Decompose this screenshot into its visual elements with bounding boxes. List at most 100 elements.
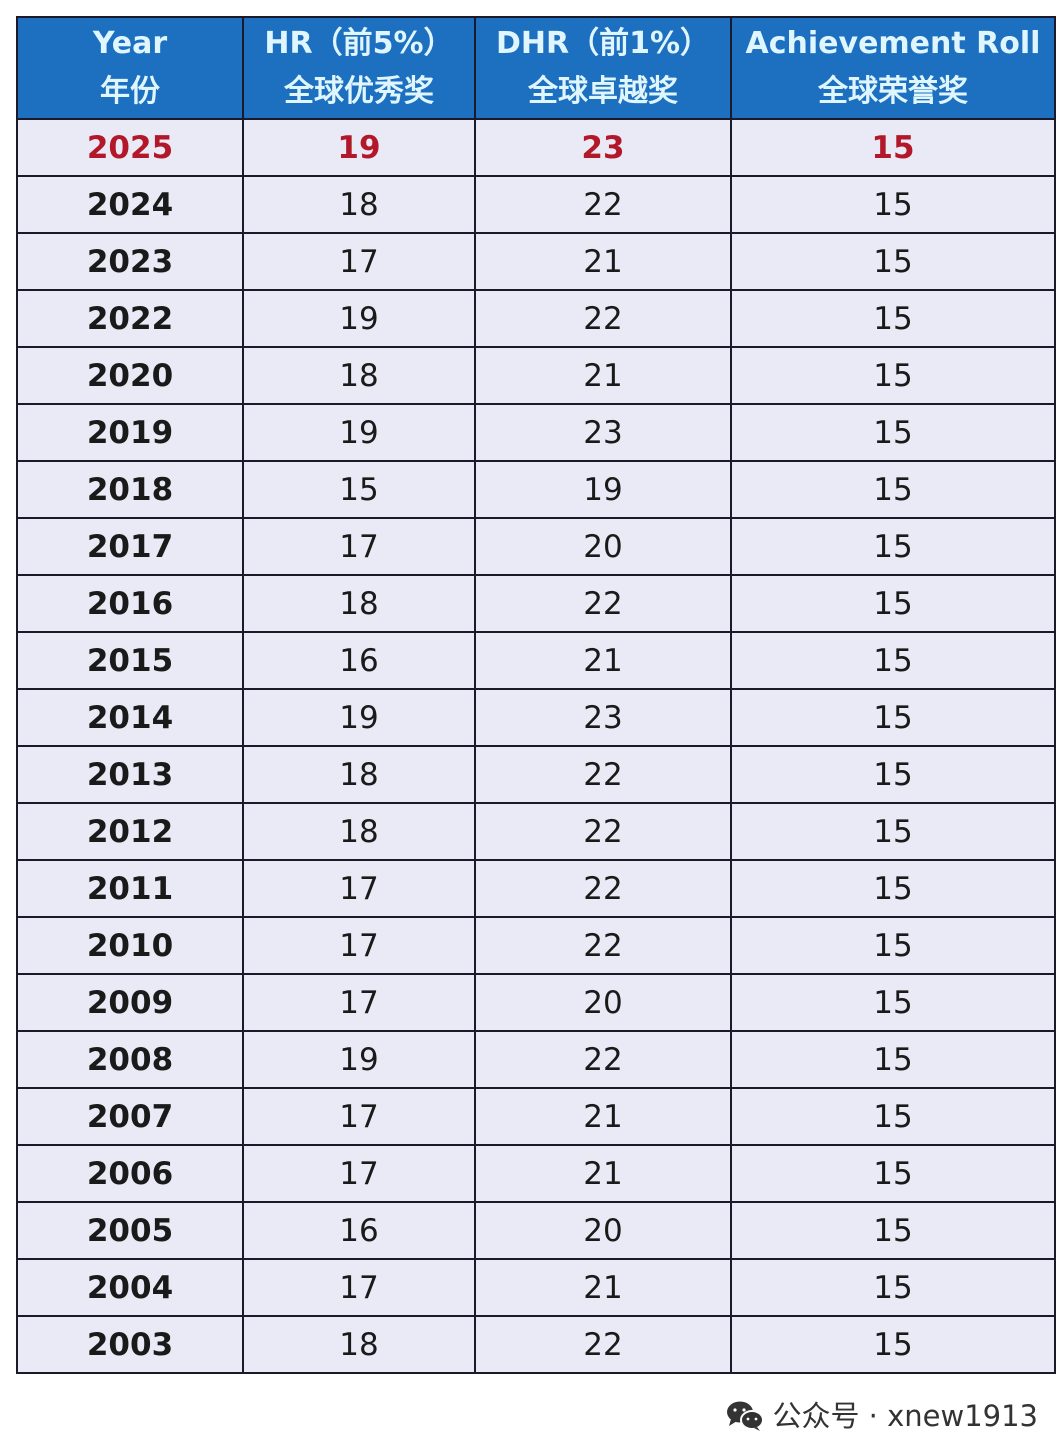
watermark-text: 公众号 · xnew1913 <box>772 1399 1038 1433</box>
cell-hr: 17 <box>242 232 476 291</box>
cell-year: 2020 <box>16 346 244 405</box>
table-row: 2012 18 22 15 <box>16 802 1056 861</box>
cell-dhr: 21 <box>474 631 732 690</box>
cell-dhr: 23 <box>474 403 732 462</box>
cell-achievement: 15 <box>730 631 1056 690</box>
cell-dhr: 20 <box>474 1201 732 1260</box>
cell-hr: 19 <box>242 688 476 747</box>
cell-hr: 17 <box>242 517 476 576</box>
awards-table: Year 年份 HR（前5%） 全球优秀奖 DHR（前1%） 全球卓越奖 Achiev… <box>16 16 1056 1374</box>
cell-achievement: 15 <box>730 517 1056 576</box>
table-row: 2006 17 21 15 <box>16 1144 1056 1203</box>
cell-year: 2008 <box>16 1030 244 1089</box>
cell-year: 2022 <box>16 289 244 348</box>
cell-year: 2007 <box>16 1087 244 1146</box>
cell-year: 2006 <box>16 1144 244 1203</box>
cell-year: 2023 <box>16 232 244 291</box>
cell-dhr: 21 <box>474 1258 732 1317</box>
cell-dhr: 22 <box>474 289 732 348</box>
table-row: 2003 18 22 15 <box>16 1315 1056 1374</box>
cell-achievement: 15 <box>730 118 1056 177</box>
cell-achievement: 15 <box>730 232 1056 291</box>
cell-year: 2018 <box>16 460 244 519</box>
cell-dhr: 22 <box>474 916 732 975</box>
cell-year: 2012 <box>16 802 244 861</box>
table-row: 2007 17 21 15 <box>16 1087 1056 1146</box>
table-row: 2009 17 20 15 <box>16 973 1056 1032</box>
cell-achievement: 15 <box>730 346 1056 405</box>
cell-year: 2005 <box>16 1201 244 1260</box>
cell-dhr: 22 <box>474 175 732 234</box>
cell-hr: 15 <box>242 460 476 519</box>
cell-hr: 17 <box>242 973 476 1032</box>
cell-hr: 19 <box>242 1030 476 1089</box>
cell-dhr: 20 <box>474 973 732 1032</box>
cell-dhr: 22 <box>474 574 732 633</box>
cell-dhr: 22 <box>474 859 732 918</box>
header-hr: HR（前5%） 全球优秀奖 <box>242 16 476 120</box>
header-achievement: Achievement Roll 全球荣誉奖 <box>730 16 1056 120</box>
header-row: Year 年份 HR（前5%） 全球优秀奖 DHR（前1%） 全球卓越奖 Achiev… <box>16 16 1056 120</box>
cell-year: 2016 <box>16 574 244 633</box>
cell-year: 2009 <box>16 973 244 1032</box>
cell-hr: 17 <box>242 1258 476 1317</box>
table-row: 2010 17 22 15 <box>16 916 1056 975</box>
cell-achievement: 15 <box>730 802 1056 861</box>
cell-hr: 18 <box>242 574 476 633</box>
table-row: 2005 16 20 15 <box>16 1201 1056 1260</box>
cell-hr: 17 <box>242 859 476 918</box>
cell-year: 2025 <box>16 118 244 177</box>
cell-hr: 18 <box>242 346 476 405</box>
cell-hr: 18 <box>242 745 476 804</box>
cell-achievement: 15 <box>730 460 1056 519</box>
table-body: 2025 19 23 15 2024 18 22 15 2023 17 21 15 2022 19 22 15… <box>16 118 1056 1374</box>
cell-hr: 17 <box>242 916 476 975</box>
cell-dhr: 21 <box>474 1144 732 1203</box>
watermark: 公众号 · xnew1913 <box>726 1396 1038 1436</box>
cell-dhr: 21 <box>474 346 732 405</box>
cell-achievement: 15 <box>730 688 1056 747</box>
cell-achievement: 15 <box>730 289 1056 348</box>
cell-hr: 18 <box>242 175 476 234</box>
cell-achievement: 15 <box>730 916 1056 975</box>
header-year-zh: 年份 <box>100 74 160 109</box>
cell-achievement: 15 <box>730 1087 1056 1146</box>
cell-dhr: 22 <box>474 1030 732 1089</box>
table-row: 2015 16 21 15 <box>16 631 1056 690</box>
cell-achievement: 15 <box>730 574 1056 633</box>
table-row: 2018 15 19 15 <box>16 460 1056 519</box>
cell-dhr: 21 <box>474 1087 732 1146</box>
table-row: 2019 19 23 15 <box>16 403 1056 462</box>
table-row: 2004 17 21 15 <box>16 1258 1056 1317</box>
cell-hr: 16 <box>242 631 476 690</box>
table-row: 2011 17 22 15 <box>16 859 1056 918</box>
cell-dhr: 23 <box>474 118 732 177</box>
cell-achievement: 15 <box>730 973 1056 1032</box>
cell-dhr: 22 <box>474 745 732 804</box>
cell-year: 2013 <box>16 745 244 804</box>
cell-achievement: 15 <box>730 1030 1056 1089</box>
cell-achievement: 15 <box>730 1315 1056 1374</box>
cell-hr: 19 <box>242 118 476 177</box>
header-achievement-zh: 全球荣誉奖 <box>818 74 968 109</box>
cell-dhr: 22 <box>474 1315 732 1374</box>
table-row: 2017 17 20 15 <box>16 517 1056 576</box>
cell-achievement: 15 <box>730 1201 1056 1260</box>
table-row: 2014 19 23 15 <box>16 688 1056 747</box>
cell-year: 2003 <box>16 1315 244 1374</box>
cell-year: 2019 <box>16 403 244 462</box>
cell-hr: 19 <box>242 403 476 462</box>
cell-year: 2004 <box>16 1258 244 1317</box>
table-row: 2016 18 22 15 <box>16 574 1056 633</box>
header-hr-zh: 全球优秀奖 <box>284 74 434 109</box>
header-dhr: DHR（前1%） 全球卓越奖 <box>474 16 732 120</box>
cell-year: 2024 <box>16 175 244 234</box>
cell-achievement: 15 <box>730 1144 1056 1203</box>
header-year-en: Year <box>92 26 168 61</box>
table-row: 2013 18 22 15 <box>16 745 1056 804</box>
wechat-icon <box>727 1401 765 1431</box>
cell-year: 2017 <box>16 517 244 576</box>
header-achievement-en: Achievement Roll <box>745 26 1041 61</box>
header-hr-en: HR（前5%） <box>264 26 454 61</box>
cell-dhr: 20 <box>474 517 732 576</box>
